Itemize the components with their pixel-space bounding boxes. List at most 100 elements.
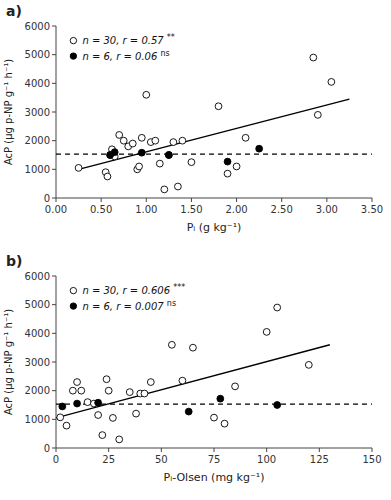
- regression-line: [56, 345, 330, 418]
- point: [104, 173, 111, 180]
- y-tick: [52, 112, 56, 113]
- point: [224, 158, 231, 165]
- point: [74, 379, 81, 386]
- point: [274, 402, 281, 409]
- y-tick-label: 6000: [25, 271, 50, 282]
- point: [168, 341, 175, 348]
- x-tick: [372, 198, 373, 202]
- panel-label: a): [6, 3, 22, 19]
- y-tick: [52, 276, 56, 277]
- x-tick-label: 3.50: [361, 204, 383, 215]
- point: [109, 415, 116, 422]
- y-tick-label: 4000: [25, 78, 50, 89]
- x-tick-label: 100: [257, 454, 276, 465]
- y-tick-label: 2000: [25, 385, 50, 396]
- legend-marker: [70, 287, 76, 293]
- x-tick-label: 75: [208, 454, 221, 465]
- y-tick: [52, 390, 56, 391]
- y-tick: [52, 333, 56, 334]
- panel: a)0.000.501.001.502.002.503.003.50010002…: [3, 3, 383, 234]
- point: [179, 377, 186, 384]
- legend: n = 30, r = 0.57 ** n = 6, r = 0.06 ns: [70, 33, 175, 61]
- point: [138, 134, 145, 141]
- point: [133, 410, 140, 417]
- point: [165, 152, 172, 159]
- point: [305, 361, 312, 368]
- x-tick: [319, 448, 320, 452]
- y-tick-label: 6000: [25, 21, 50, 32]
- x-tick-label: 0.50: [90, 204, 112, 215]
- y-tick-label: 0: [44, 443, 50, 454]
- point: [217, 395, 224, 402]
- x-tick-label: 1.50: [180, 204, 202, 215]
- plot-area: [56, 304, 372, 443]
- legend-marker: [70, 303, 76, 309]
- x-tick-label: 0: [53, 454, 59, 465]
- point: [314, 111, 321, 118]
- y-tick: [52, 26, 56, 27]
- legend-label-sup: ns: [160, 49, 169, 58]
- point: [152, 137, 159, 144]
- reference-line: [56, 154, 372, 155]
- x-tick: [372, 448, 373, 452]
- point: [232, 383, 239, 390]
- point: [95, 399, 102, 406]
- x-tick: [108, 448, 109, 452]
- point: [310, 54, 317, 61]
- point: [141, 390, 148, 397]
- x-axis-label: Pᵢ (g kg⁻¹): [187, 221, 242, 234]
- y-axis-label: AcP (μg p-NP g⁻¹ h⁻¹): [3, 59, 14, 165]
- point: [190, 344, 197, 351]
- point: [211, 414, 218, 421]
- legend-label-main: n = 6, r = 0.007: [82, 301, 166, 312]
- y-tick-label: 5000: [25, 49, 50, 60]
- point: [170, 139, 177, 146]
- y-tick-label: 4000: [25, 328, 50, 339]
- x-axis-label: Pᵢ-Olsen (mg kg⁻¹): [164, 471, 265, 484]
- point: [57, 414, 64, 421]
- point: [59, 403, 66, 410]
- y-tick-label: 1000: [25, 414, 50, 425]
- point: [224, 170, 231, 177]
- x-tick: [214, 448, 215, 452]
- legend-label: n = 6, r = 0.007 ns: [82, 299, 176, 312]
- legend-label-sup: ns: [167, 299, 176, 308]
- y-tick-label: 1000: [25, 164, 50, 175]
- point: [111, 149, 118, 156]
- y-tick-label: 5000: [25, 299, 50, 310]
- figure: a)0.000.501.001.502.002.503.003.50010002…: [0, 0, 391, 500]
- legend-label: n = 6, r = 0.06 ns: [82, 49, 169, 62]
- x-tick-label: 125: [310, 454, 329, 465]
- point: [263, 329, 270, 336]
- x-tick-label: 1.00: [135, 204, 157, 215]
- y-tick: [52, 419, 56, 420]
- point: [103, 376, 110, 383]
- x-tick-label: 150: [362, 454, 381, 465]
- y-tick: [52, 362, 56, 363]
- point: [328, 79, 335, 86]
- legend-label: n = 30, r = 0.57 **: [82, 33, 174, 46]
- point: [74, 400, 81, 407]
- point: [233, 163, 240, 170]
- point: [105, 387, 112, 394]
- x-tick: [236, 198, 237, 202]
- y-axis-label: AcP (μg p-NP g⁻¹ h⁻¹): [3, 309, 14, 415]
- legend-label-main: n = 30, r = 0.57: [82, 35, 166, 46]
- point: [179, 137, 186, 144]
- plot-area: [56, 54, 372, 193]
- point: [174, 183, 181, 190]
- point: [84, 399, 91, 406]
- regression-line: [79, 99, 350, 169]
- reference-line: [56, 404, 372, 405]
- x-tick-label: 3.00: [316, 204, 338, 215]
- x-tick: [191, 198, 192, 202]
- x-tick-label: 2.50: [271, 204, 293, 215]
- x-tick: [161, 448, 162, 452]
- point: [274, 304, 281, 311]
- x-tick: [326, 198, 327, 202]
- point: [138, 149, 145, 156]
- point: [95, 412, 102, 419]
- point: [78, 387, 85, 394]
- x-tick-label: 25: [102, 454, 115, 465]
- point: [256, 145, 263, 152]
